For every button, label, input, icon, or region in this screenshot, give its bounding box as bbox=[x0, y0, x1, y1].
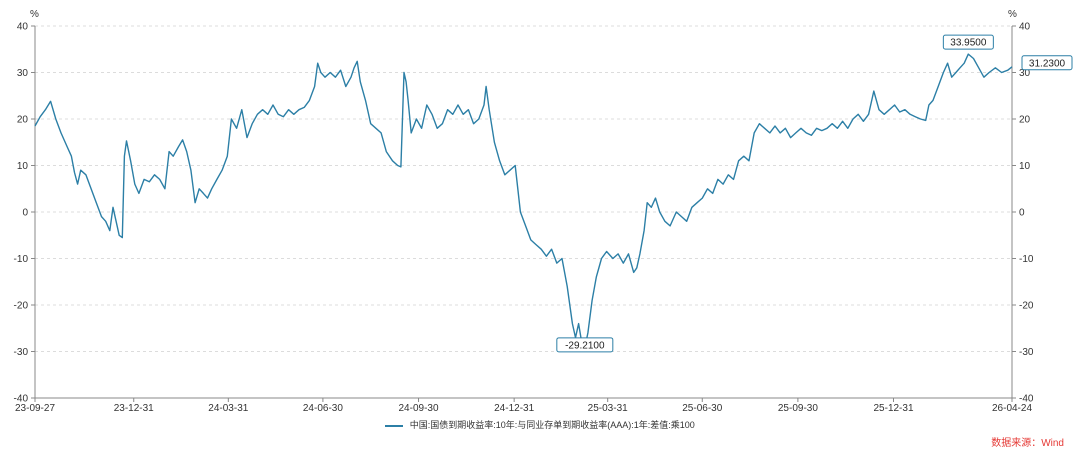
x-tick-label: 25-12-31 bbox=[873, 403, 913, 414]
x-tick-label: 25-03-31 bbox=[588, 403, 628, 414]
callout-box bbox=[942, 34, 994, 50]
callout: 31.2300 bbox=[1021, 55, 1073, 71]
y-tick-label-left: -20 bbox=[14, 301, 29, 312]
y-tick-label-right: -40 bbox=[1019, 394, 1034, 405]
callout-box bbox=[1021, 55, 1073, 71]
left-unit-label: % bbox=[30, 9, 39, 20]
left-y-axis: 40 30 20 10 0 -10 -20 -30 -40 bbox=[14, 22, 35, 405]
right-y-axis: 40 30 20 10 0 -10 -20 -30 -40 bbox=[1012, 22, 1034, 405]
y-tick-label-left: -10 bbox=[14, 254, 29, 265]
series-line bbox=[34, 53, 1013, 349]
annotation-group: 33.9500 -29.2100 31.2300 bbox=[556, 34, 1073, 353]
legend-swatch bbox=[385, 424, 404, 427]
x-tick-label: 25-06-30 bbox=[682, 403, 722, 414]
y-tick-label-right: 30 bbox=[1019, 68, 1031, 79]
x-tick-label: 23-09-27 bbox=[15, 403, 55, 414]
callout-label: 33.9500 bbox=[950, 38, 987, 49]
y-tick-label-right: -10 bbox=[1019, 254, 1034, 265]
y-tick-label-left: 0 bbox=[22, 208, 28, 219]
x-tick-label: 24-12-31 bbox=[494, 403, 534, 414]
callout: -29.2100 bbox=[556, 337, 614, 353]
y-tick-label-right: 40 bbox=[1019, 22, 1031, 33]
gridlines bbox=[35, 25, 1012, 352]
x-tick-label: 25-09-30 bbox=[778, 403, 818, 414]
y-tick-label-left: -40 bbox=[14, 394, 29, 405]
y-tick-label-left: 40 bbox=[17, 22, 29, 33]
y-tick-label-left: 30 bbox=[17, 68, 29, 79]
y-tick-label-right: 20 bbox=[1019, 115, 1031, 126]
callout-label: -29.2100 bbox=[565, 340, 605, 351]
legend[interactable]: 中国:国债到期收益率:10年:与同业存单到期收益率(AAA):1年:差值:乘10… bbox=[0, 418, 1080, 431]
callout: 33.9500 bbox=[942, 34, 994, 50]
x-tick-label: 24-03-31 bbox=[208, 403, 248, 414]
y-tick-label-right: -30 bbox=[1019, 347, 1034, 358]
x-tick-label: 23-12-31 bbox=[114, 403, 154, 414]
y-tick-label-left: -30 bbox=[14, 347, 29, 358]
y-tick-label-left: 10 bbox=[17, 161, 29, 172]
right-unit-label: % bbox=[1008, 9, 1017, 20]
y-tick-label-left: 20 bbox=[17, 115, 29, 126]
x-tick-label: 24-09-30 bbox=[399, 403, 439, 414]
callout-label: 31.2300 bbox=[1029, 58, 1066, 69]
legend-label: 中国:国债到期收益率:10年:与同业存单到期收益率(AAA):1年:差值:乘10… bbox=[409, 420, 695, 430]
series-group bbox=[34, 53, 1013, 349]
y-tick-label-right: -20 bbox=[1019, 301, 1034, 312]
callout-box bbox=[556, 337, 614, 353]
x-tick-label: 26-04-24 bbox=[992, 403, 1032, 414]
y-tick-label-right: 10 bbox=[1019, 161, 1031, 172]
x-axis: 23-09-27 23-12-31 24-03-31 24-06-30 24-09-30… bbox=[15, 398, 1032, 414]
x-tick-label: 24-06-30 bbox=[303, 403, 343, 414]
source-note: 数据来源：Wind bbox=[991, 438, 1064, 449]
y-tick-label-right: 0 bbox=[1019, 208, 1025, 219]
